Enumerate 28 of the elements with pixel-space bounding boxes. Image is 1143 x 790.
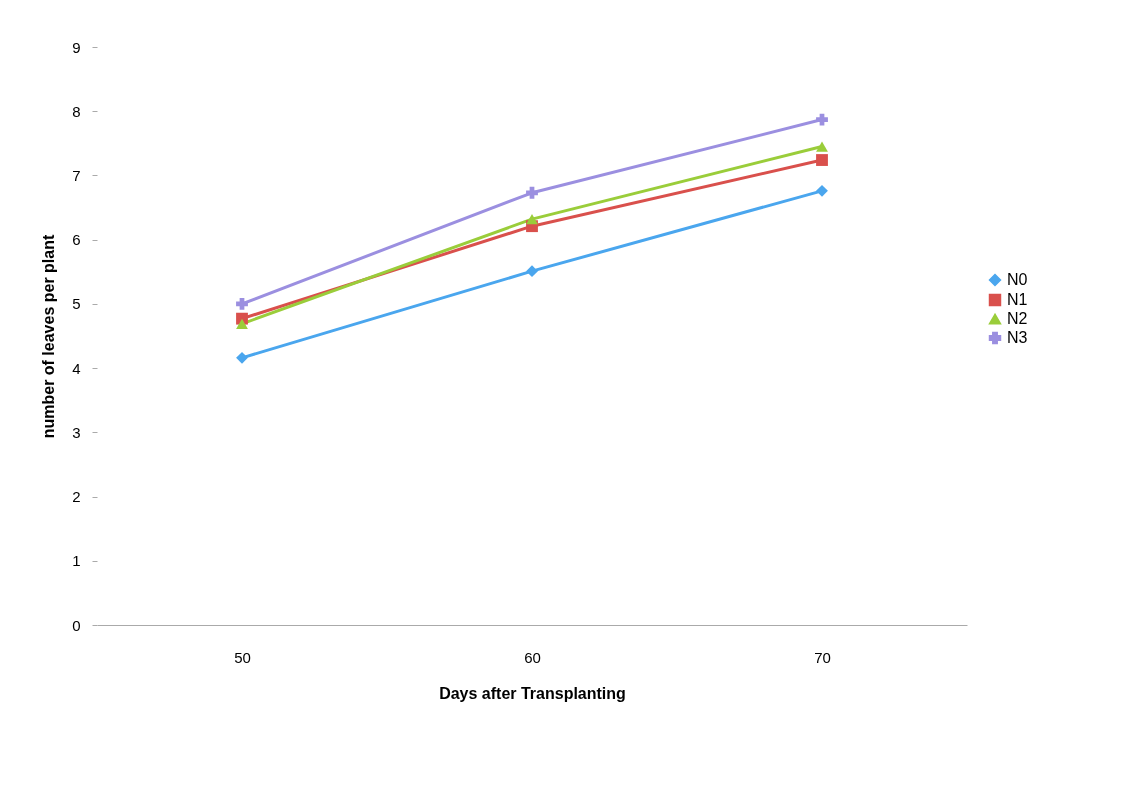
y-tick-label: 7 bbox=[72, 166, 81, 184]
legend-label: N0 bbox=[1007, 271, 1028, 288]
x-tick-label: 60 bbox=[524, 648, 541, 666]
y-tick-label: 2 bbox=[72, 488, 81, 506]
y-tick-label: 9 bbox=[72, 38, 81, 56]
legend-label: N3 bbox=[1007, 329, 1028, 346]
point bbox=[816, 141, 828, 152]
x-tick-label: 70 bbox=[814, 648, 831, 666]
point bbox=[526, 213, 538, 225]
point bbox=[816, 184, 828, 197]
x-tick-label: 50 bbox=[234, 648, 251, 666]
y-tick-label: 5 bbox=[72, 295, 81, 313]
point bbox=[236, 351, 248, 364]
point bbox=[526, 265, 538, 278]
legend-label: N1 bbox=[1007, 291, 1028, 308]
legend-label: N2 bbox=[1007, 310, 1028, 327]
point bbox=[816, 154, 828, 166]
y-tick-label: 6 bbox=[72, 231, 81, 249]
point bbox=[526, 186, 538, 199]
y-tick-label: 8 bbox=[72, 102, 81, 120]
y-tick-label: 1 bbox=[72, 552, 81, 570]
x-axis-title: Days after Transplanting bbox=[439, 684, 626, 702]
y-axis-title: number of leaves per plant bbox=[40, 234, 58, 439]
point bbox=[816, 113, 828, 126]
point bbox=[236, 318, 248, 329]
y-tick-label: 0 bbox=[72, 616, 81, 634]
y-tick-label: 3 bbox=[72, 423, 81, 441]
y-tick-label: 4 bbox=[72, 359, 81, 377]
